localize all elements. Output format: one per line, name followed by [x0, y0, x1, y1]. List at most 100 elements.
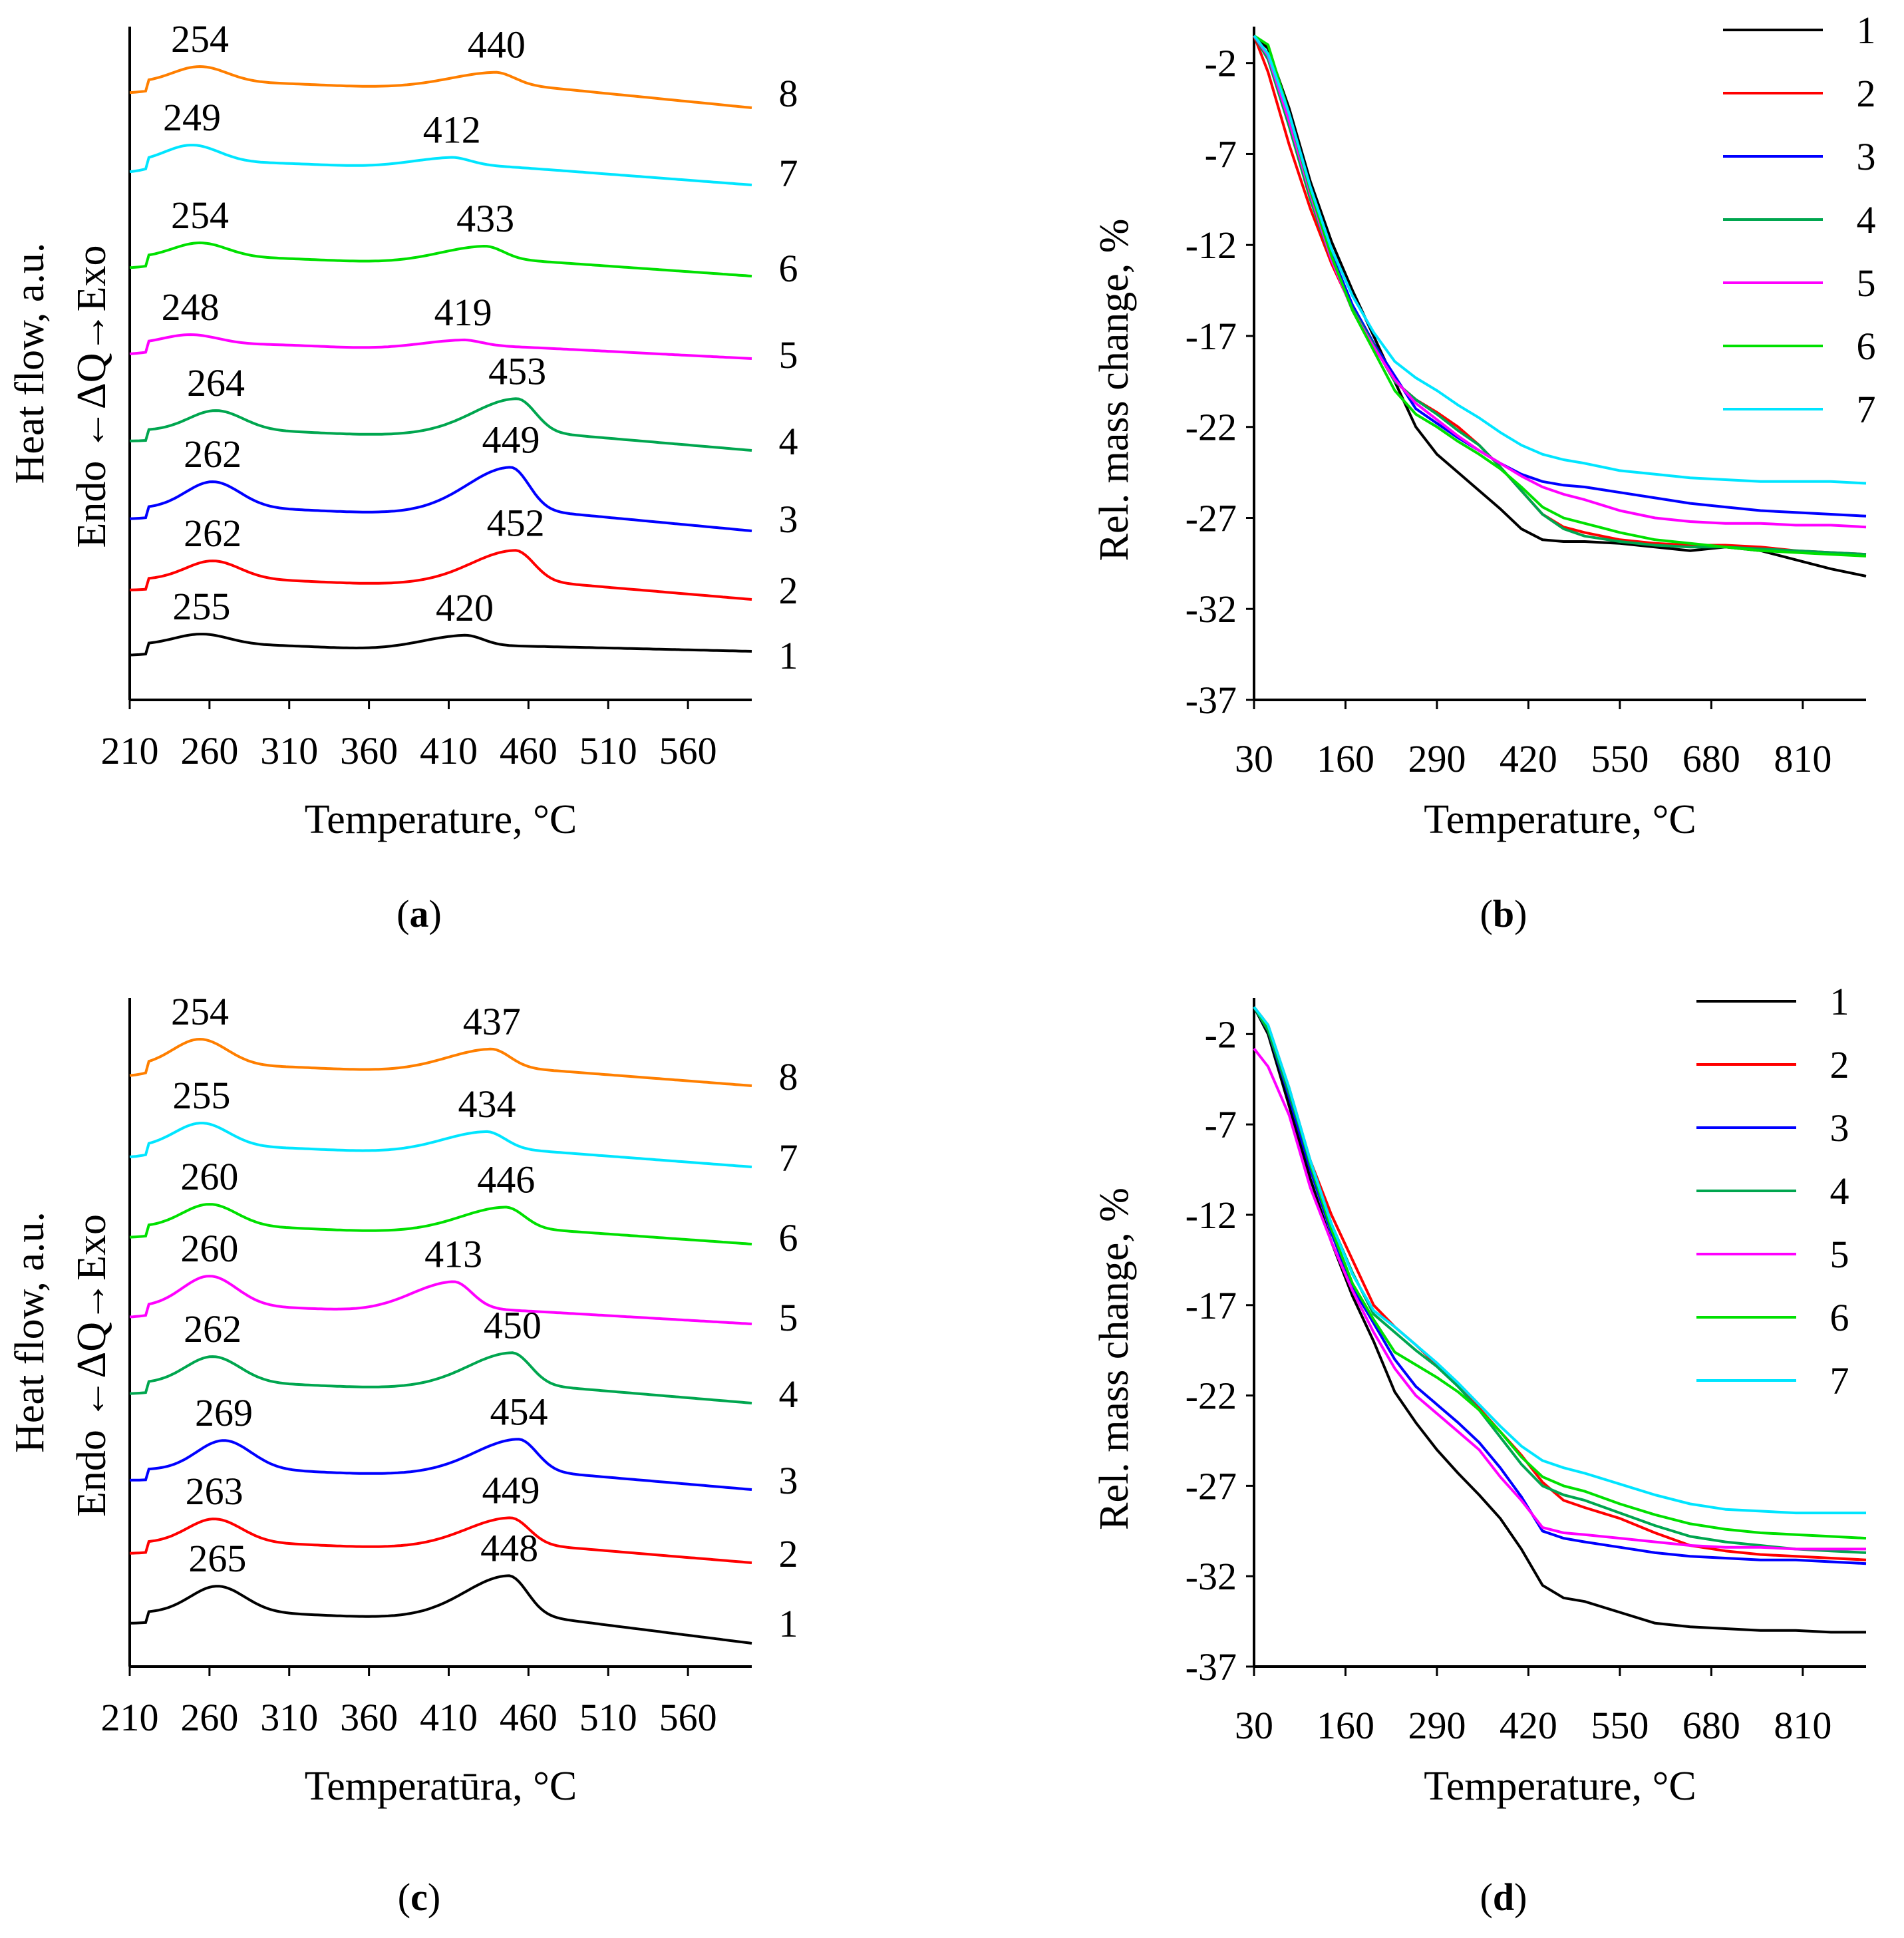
- peak-label: 255: [172, 1074, 230, 1117]
- x-axis-title: Temperature, °C: [1424, 797, 1696, 842]
- x-tick-label: 680: [1682, 1704, 1740, 1747]
- legend-7-label: 7: [1830, 1359, 1849, 1402]
- x-tick-label: 510: [579, 729, 637, 772]
- peak-label: 433: [456, 197, 514, 240]
- peak-label: 448: [480, 1526, 538, 1569]
- panel-c-dsc-chart: 210 260 310 360 410 460 510 560 Temperatūra, °C H…: [7, 990, 798, 1809]
- series-8-number: 8: [779, 72, 798, 115]
- peak-label: 249: [163, 96, 221, 139]
- x-tick-label: 510: [579, 1696, 637, 1739]
- x-tick-label: 810: [1774, 1704, 1831, 1747]
- series-2-number: 2: [779, 1532, 798, 1575]
- x-tick-label: 420: [1500, 737, 1557, 780]
- x-axis-title: Temperature, °C: [305, 797, 577, 842]
- series-4-number: 4: [779, 420, 798, 463]
- peak-label: 262: [184, 432, 241, 476]
- series-6-line: [1253, 35, 1867, 558]
- x-tick-label: 550: [1591, 1704, 1649, 1747]
- caption-b: (b): [1480, 892, 1527, 935]
- x-tick-label: 160: [1317, 1704, 1374, 1747]
- y-axis-title: Heat flow, a.u.: [7, 243, 53, 484]
- y-axis-title: Rel. mass change, %: [1092, 219, 1137, 562]
- peak-label: 449: [482, 1468, 540, 1512]
- legend-1-label: 1: [1857, 9, 1876, 52]
- peak-label: 452: [487, 501, 545, 544]
- y-tick-label: -12: [1186, 1194, 1237, 1237]
- peak-label: 412: [423, 108, 481, 151]
- series-2-line: [1253, 1006, 1867, 1561]
- x-axis-title: Temperatūra, °C: [305, 1764, 577, 1809]
- y-axis-title: Heat flow, a.u.: [7, 1211, 53, 1453]
- peak-label: 265: [188, 1537, 246, 1580]
- series-7-number: 7: [779, 1136, 798, 1180]
- y-tick-label: -27: [1186, 496, 1237, 540]
- series-8-line: [129, 65, 752, 109]
- legend-7-label: 7: [1857, 388, 1876, 431]
- series-8-line: [129, 1037, 752, 1087]
- peak-label: 254: [171, 17, 229, 61]
- peak-label: 248: [162, 285, 220, 329]
- x-tick-label: 360: [340, 1696, 398, 1739]
- x-tick-label: 310: [260, 729, 318, 772]
- legend-3-label: 3: [1830, 1106, 1849, 1150]
- panel-b-tga-chart: -2 -7 -12 -17 -22 -27 -32 -37 30 160 290 420 550 680 8…: [1092, 9, 1876, 842]
- x-tick-label: 550: [1591, 737, 1649, 780]
- peak-label: 254: [171, 194, 229, 237]
- series-4-line: [129, 397, 752, 452]
- series-5-number: 5: [779, 1296, 798, 1339]
- series-7-line: [1253, 35, 1867, 485]
- series-2-number: 2: [779, 569, 798, 612]
- peak-label: 437: [463, 1000, 521, 1043]
- series-7-line: [129, 1122, 752, 1168]
- y-tick-label: -12: [1186, 224, 1237, 267]
- panel-a-dsc-chart: 210 260 310 360 410 460 510 560 Temperature, °C H…: [7, 17, 798, 842]
- series-1-number: 1: [779, 634, 798, 677]
- series-2-line: [129, 1516, 752, 1564]
- x-tick-label: 210: [101, 1696, 159, 1739]
- legend-6-label: 6: [1857, 325, 1876, 368]
- series-3-number: 3: [779, 498, 798, 541]
- x-tick-label: 210: [101, 729, 159, 772]
- series-2-line: [129, 549, 752, 601]
- peak-label: 262: [184, 1307, 241, 1351]
- series-1-number: 1: [779, 1602, 798, 1645]
- series-3-line: [129, 1438, 752, 1491]
- peak-label: 454: [490, 1390, 548, 1433]
- x-tick-label: 30: [1235, 1704, 1273, 1747]
- y-tick-label: -22: [1186, 1374, 1237, 1418]
- peak-label: 453: [488, 349, 546, 393]
- x-tick-label: 360: [340, 729, 398, 772]
- peak-label: 449: [482, 418, 540, 461]
- series-5-line: [129, 333, 752, 360]
- series-5-line: [1253, 1047, 1866, 1551]
- series-1-line: [1253, 1006, 1866, 1634]
- series-6-number: 6: [779, 247, 798, 290]
- peak-label: 269: [195, 1391, 253, 1434]
- series-5-number: 5: [779, 333, 798, 377]
- panel-d-tga-chart: -2 -7 -12 -17 -22 -27 -32 -37 30 160 290 420 550 680 8…: [1092, 980, 1867, 1809]
- series-8-number: 8: [779, 1055, 798, 1098]
- peak-label: 255: [172, 585, 230, 628]
- x-tick-label: 460: [500, 729, 557, 772]
- y-tick-label: -22: [1186, 406, 1237, 449]
- series-3-line: [1253, 1006, 1867, 1565]
- series-1-line: [129, 1574, 752, 1645]
- series-6-line: [1253, 1006, 1867, 1540]
- y-tick-label: -32: [1186, 587, 1237, 631]
- legend-2-label: 2: [1857, 72, 1876, 115]
- x-axis-title: Temperature, °C: [1424, 1764, 1696, 1809]
- peak-label: 413: [424, 1232, 482, 1275]
- peak-label: 446: [477, 1158, 535, 1201]
- series-6-line: [129, 241, 752, 277]
- y-tick-label: -27: [1186, 1464, 1237, 1508]
- x-tick-label: 680: [1682, 737, 1740, 780]
- legend-4-label: 4: [1857, 198, 1876, 242]
- series-7-line: [129, 144, 752, 186]
- peak-label: 420: [436, 586, 494, 629]
- legend-1-label: 1: [1830, 980, 1849, 1023]
- x-tick-label: 460: [500, 1696, 557, 1739]
- y-tick-label: -2: [1205, 42, 1237, 85]
- y-tick-label: -37: [1186, 679, 1237, 722]
- series-5-line: [129, 1275, 752, 1325]
